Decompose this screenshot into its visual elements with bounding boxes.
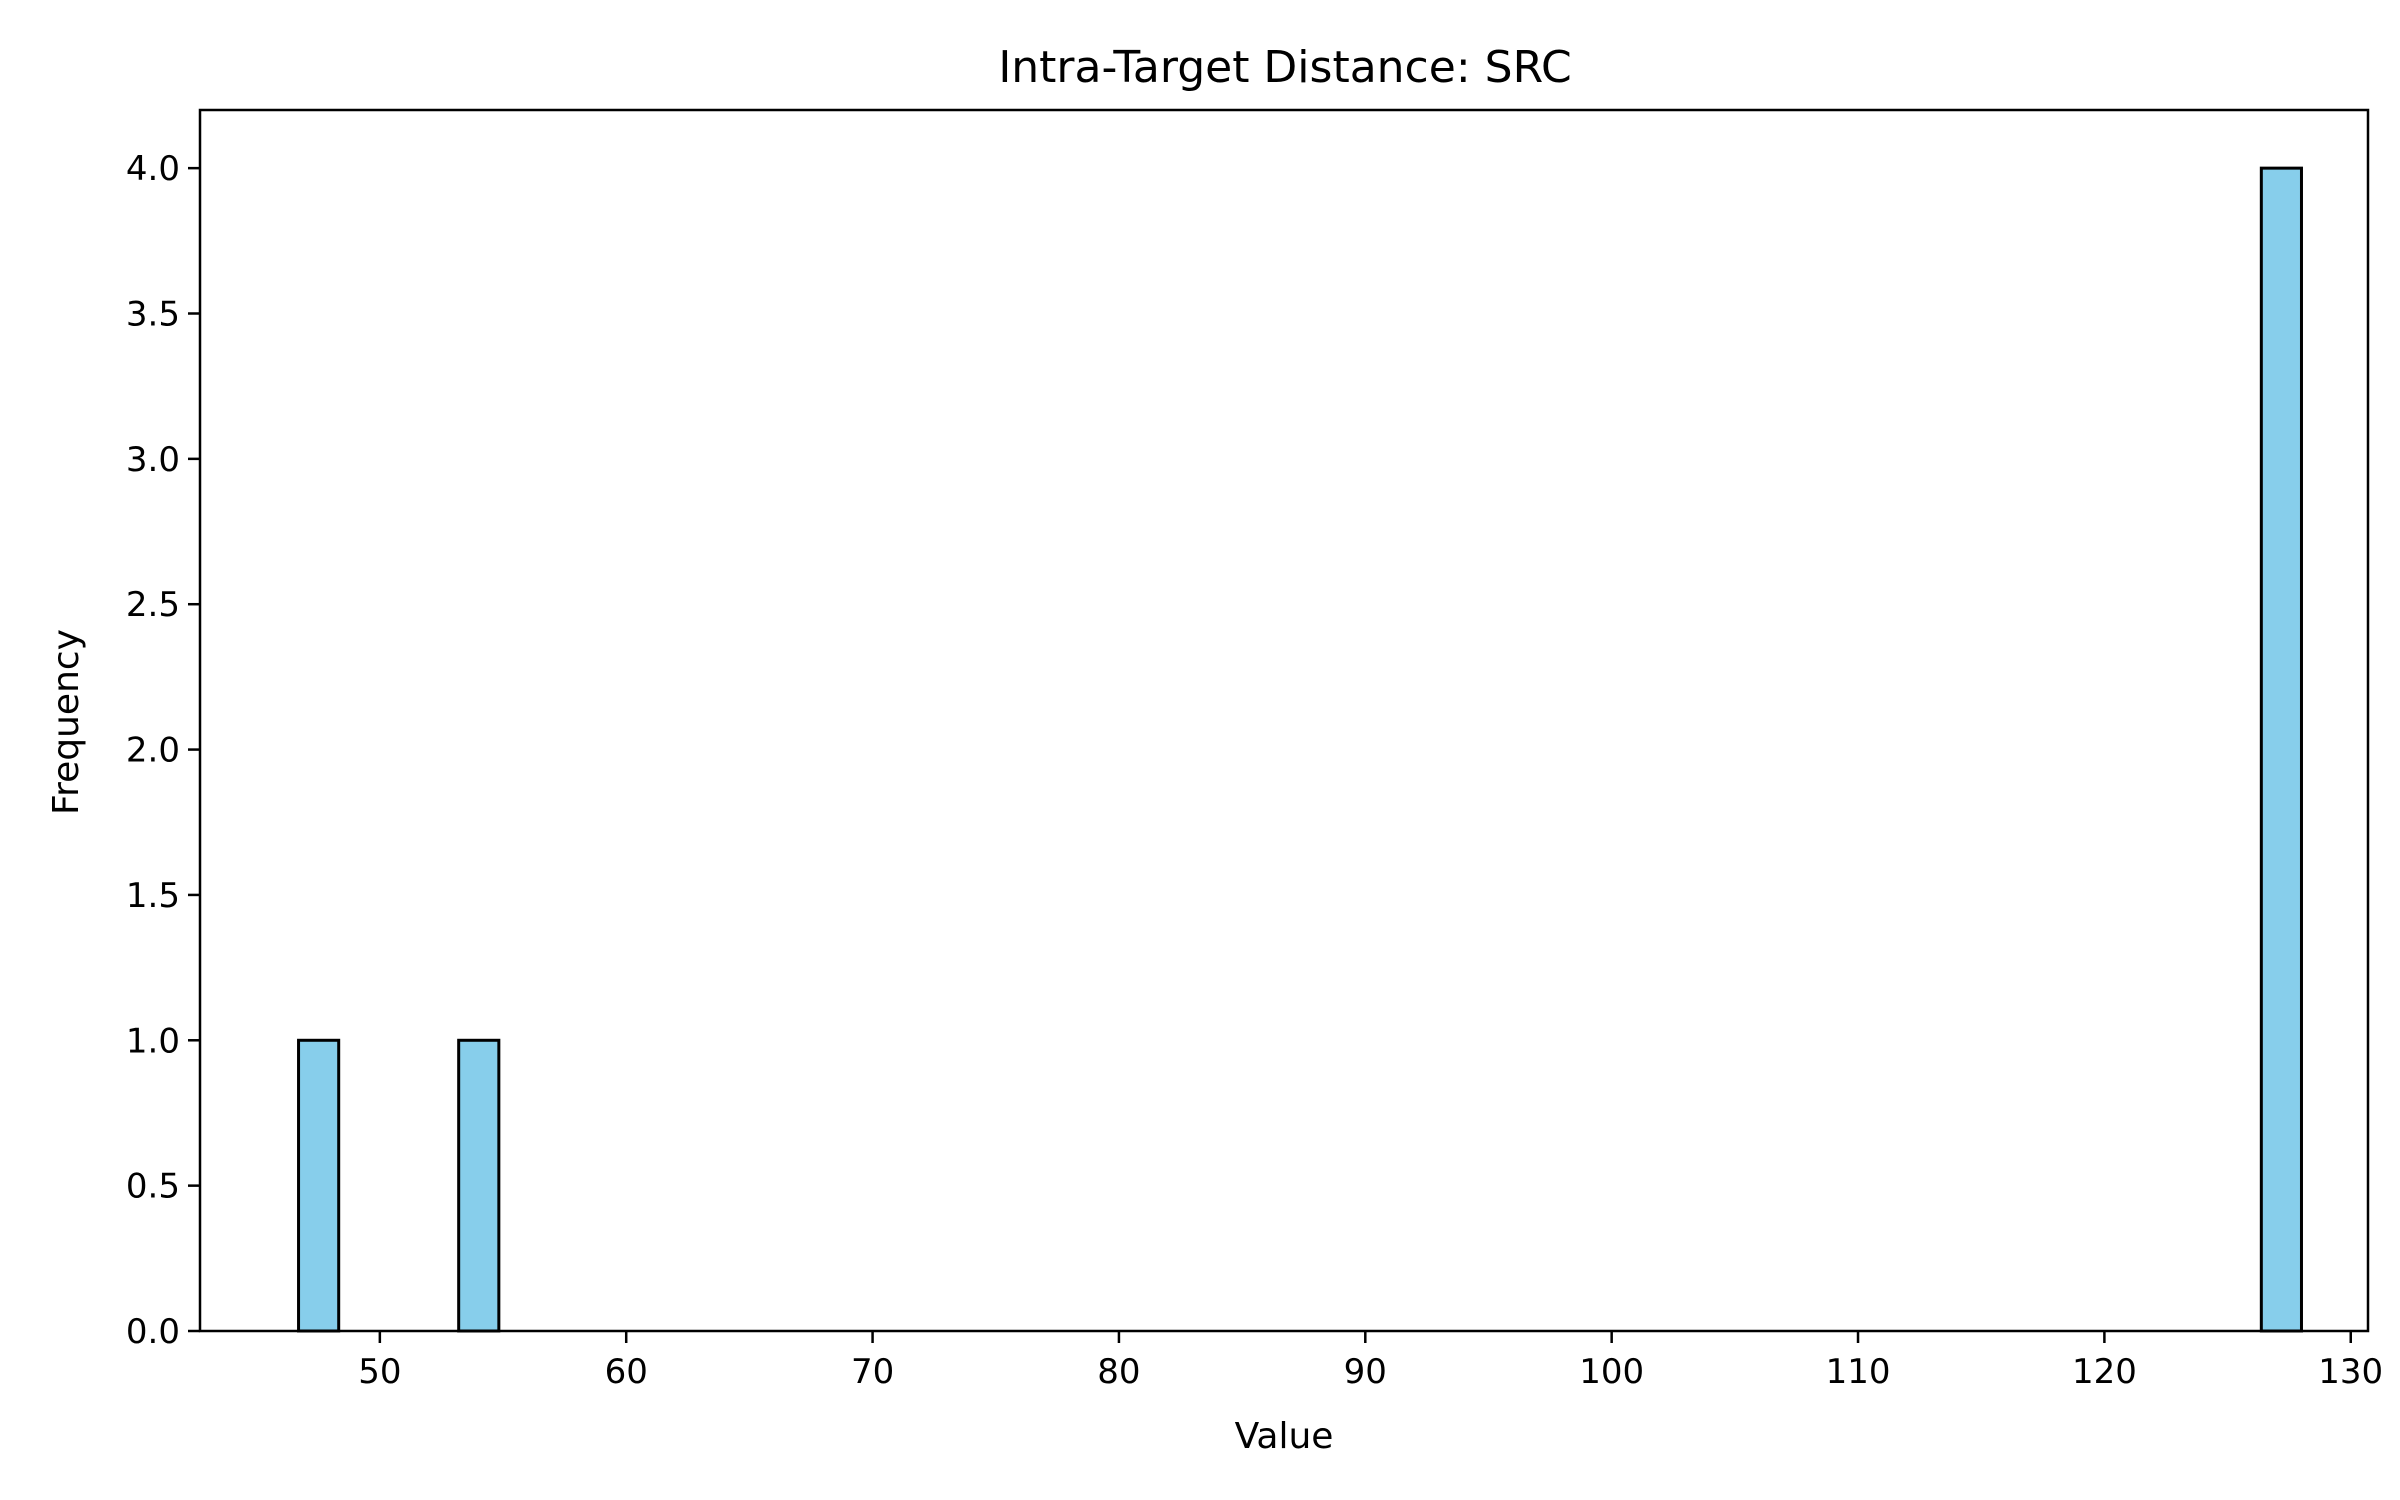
- x-tick-label: 120: [2072, 1352, 2137, 1392]
- x-tick-label: 70: [851, 1352, 894, 1392]
- y-tick-label: 0.5: [126, 1167, 180, 1207]
- x-axis-title: Value: [1235, 1416, 1334, 1457]
- y-tick-label: 0.0: [126, 1312, 180, 1352]
- x-tick-label: 130: [2318, 1352, 2383, 1392]
- chart-title: Intra-Target Distance: SRC: [998, 42, 1571, 93]
- histogram-bar-2: [457, 1038, 501, 1333]
- x-tick-label: 110: [1826, 1352, 1891, 1392]
- histogram-bar-3: [2259, 166, 2303, 1333]
- y-tick-label: 1.0: [126, 1021, 180, 1061]
- y-tick-label: 2.0: [126, 731, 180, 771]
- y-tick-label: 2.5: [126, 585, 180, 625]
- y-tick-label: 3.5: [126, 295, 180, 335]
- plot-frame: [198, 108, 2370, 1333]
- histogram-bar-1: [297, 1038, 341, 1333]
- x-tick-label: 100: [1579, 1352, 1644, 1392]
- y-tick-label: 1.5: [126, 876, 180, 916]
- y-axis-title: Frequency: [46, 629, 87, 815]
- y-axis: 0.0 0.5 1.0 1.5 2.0 2.5 3.0 3.5 4.0: [126, 149, 200, 1352]
- y-tick-label: 4.0: [126, 149, 180, 189]
- x-tick-label: 60: [605, 1352, 648, 1392]
- x-tick-label: 80: [1097, 1352, 1140, 1392]
- bars-group: [297, 166, 2303, 1333]
- x-tick-label: 50: [358, 1352, 401, 1392]
- x-axis: 50 60 70 80 90 100 110 120 130: [358, 1331, 2383, 1392]
- x-tick-label: 90: [1344, 1352, 1387, 1392]
- y-tick-label: 3.0: [126, 440, 180, 480]
